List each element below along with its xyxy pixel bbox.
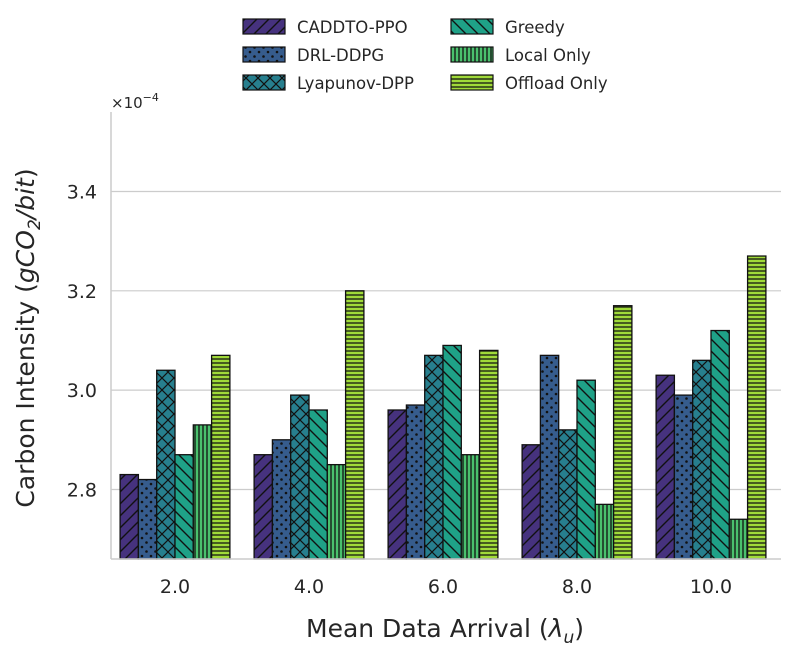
legend-swatch (450, 74, 494, 91)
bar-offload-only-2.0 (210, 354, 231, 560)
y-tick-label: 2.8 (67, 479, 97, 501)
legend-label: Local Only (505, 46, 591, 65)
bars (119, 255, 767, 560)
bar-lyapunov-dpp-2.0 (156, 369, 176, 560)
y-tick-label: 3.4 (67, 181, 97, 203)
x-tick-label: 8.0 (562, 576, 592, 598)
x-tick-label: 4.0 (294, 576, 324, 598)
legend: CADDTO-PPO DRL-DDPG Lyapunov-DPP Greedy Loca… (242, 18, 608, 93)
bar-drl-ddpg-6.0 (405, 404, 426, 560)
legend-swatch (242, 46, 286, 63)
bar-local-only-8.0 (594, 503, 615, 560)
legend-item: DRL-DDPG (242, 46, 384, 65)
legend-item: Greedy (450, 18, 565, 37)
bar-lyapunov-dpp-10.0 (692, 359, 712, 560)
x-axis-label: Mean Data Arrival (λu) (306, 614, 584, 648)
y-axis-multiplier: ×10−4 (111, 91, 159, 112)
y-tick-label: 3.2 (67, 281, 97, 303)
legend-label: DRL-DDPG (297, 46, 384, 65)
legend-item: Lyapunov-DPP (242, 74, 414, 93)
x-tick-label: 10.0 (690, 576, 732, 598)
x-tick-labels: 2.0 4.0 6.0 8.0 10.0 (160, 576, 732, 598)
bar-drl-ddpg-8.0 (539, 354, 560, 560)
bar-lyapunov-dpp-6.0 (424, 354, 444, 560)
bar-greedy-6.0 (442, 344, 462, 560)
y-tick-labels: 2.8 3.0 3.2 3.4 (67, 181, 97, 501)
legend-swatch (450, 18, 494, 35)
bar-lyapunov-dpp-8.0 (558, 429, 578, 560)
bar-caddto-ppo-4.0 (253, 454, 274, 560)
legend-label: Lyapunov-DPP (297, 74, 414, 93)
bar-offload-only-8.0 (612, 305, 633, 560)
legend-label: Greedy (505, 18, 565, 37)
legend-label: CADDTO-PPO (297, 18, 408, 37)
bar-local-only-6.0 (460, 454, 481, 560)
bar-offload-only-10.0 (746, 255, 767, 560)
bar-offload-only-4.0 (344, 290, 365, 560)
legend-item: CADDTO-PPO (242, 18, 408, 37)
axes (110, 112, 781, 560)
bar-greedy-8.0 (576, 379, 596, 560)
bar-drl-ddpg-4.0 (271, 439, 292, 560)
legend-item: Offload Only (450, 74, 608, 93)
bar-offload-only-6.0 (478, 349, 499, 560)
y-axis-label: Carbon Intensity (gCO2/bit) (11, 168, 45, 507)
x-tick-label: 2.0 (160, 576, 190, 598)
bar-local-only-2.0 (192, 424, 213, 560)
bar-greedy-10.0 (710, 329, 730, 560)
legend-swatch (242, 74, 286, 91)
legend-swatch (242, 18, 286, 35)
bar-caddto-ppo-8.0 (521, 444, 542, 560)
bar-local-only-4.0 (326, 463, 347, 560)
bar-local-only-10.0 (728, 518, 749, 560)
legend-label: Offload Only (505, 74, 608, 93)
bar-drl-ddpg-10.0 (673, 394, 694, 560)
bar-lyapunov-dpp-4.0 (290, 394, 310, 560)
y-tick-label: 3.0 (67, 380, 97, 402)
legend-swatch (450, 46, 494, 63)
bar-caddto-ppo-2.0 (119, 473, 140, 560)
legend-item: Local Only (450, 46, 591, 65)
bar-greedy-4.0 (308, 409, 328, 560)
x-tick-label: 6.0 (428, 576, 458, 598)
bar-greedy-2.0 (174, 454, 194, 560)
bar-drl-ddpg-2.0 (137, 478, 158, 560)
bar-caddto-ppo-10.0 (655, 374, 676, 560)
bar-caddto-ppo-6.0 (387, 409, 408, 560)
